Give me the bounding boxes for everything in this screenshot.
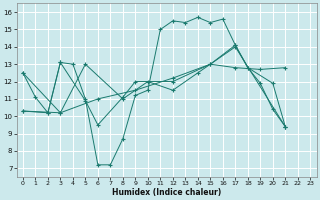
X-axis label: Humidex (Indice chaleur): Humidex (Indice chaleur) [112, 188, 221, 197]
